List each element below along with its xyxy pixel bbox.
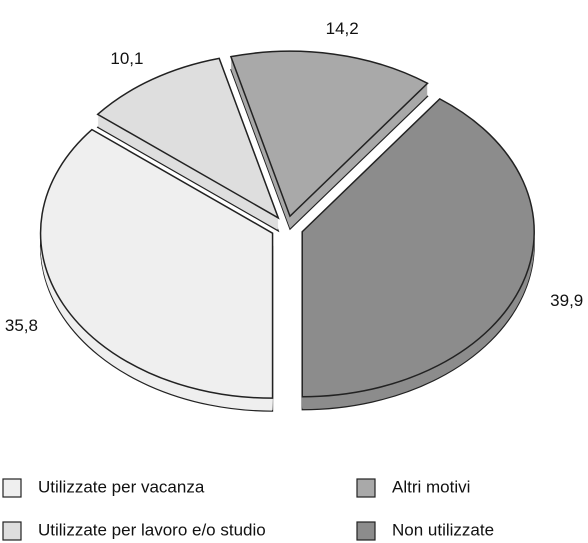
data-label: 14,2 (326, 19, 359, 38)
data-label: 39,9 (550, 291, 583, 310)
legend: Utilizzate per vacanza Utilizzate per lav… (2, 477, 494, 541)
legend-swatch (356, 521, 376, 541)
slice (39, 128, 274, 399)
legend-swatch (2, 478, 22, 498)
pie (39, 50, 535, 412)
legend-label: Non utilizzate (392, 520, 494, 539)
legend-label: Utilizzate per vacanza (38, 477, 205, 496)
slice (301, 97, 535, 398)
legend-label: Utilizzate per lavoro e/o studio (38, 520, 266, 539)
legend-swatch (356, 478, 376, 498)
data-label: 10,1 (110, 49, 143, 68)
data-label: 35,8 (5, 316, 38, 335)
slice (229, 50, 429, 218)
legend-swatch (2, 521, 22, 541)
legend-label: Altri motivi (392, 477, 470, 496)
slice (96, 57, 280, 220)
